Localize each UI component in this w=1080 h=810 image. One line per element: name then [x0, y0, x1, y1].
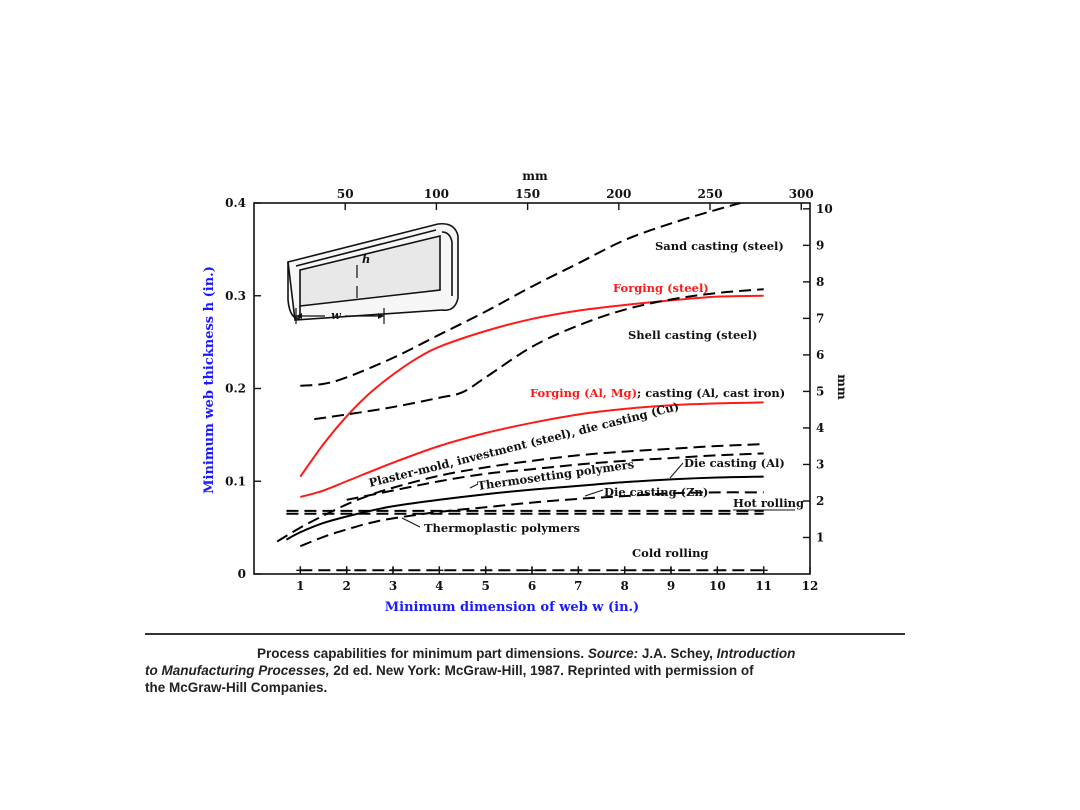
right-tick-label: 9 [816, 238, 824, 252]
top-tick-label: 200 [606, 187, 631, 201]
right-axis-unit: mm [835, 374, 849, 400]
caption-book-title-1: Introduction [716, 646, 796, 661]
cold-rolling-plus-marker [759, 566, 768, 575]
y-tick-label: 0.4 [225, 196, 246, 210]
series-line-forging-al-mg-casting-al-cast-iron [300, 401, 764, 498]
x-tick-label: 6 [528, 579, 536, 593]
x-tick-label: 1 [296, 579, 304, 593]
label-forging-steel: Forging (steel) [613, 281, 709, 295]
cold-rolling-plus-marker [713, 566, 722, 575]
right-tick-label: 6 [816, 348, 824, 362]
label-sand-casting: Sand casting (steel) [655, 239, 784, 253]
top-tick-label: 250 [698, 187, 723, 201]
caption-publication: 2d ed. New York: McGraw-Hill, 1987. Repr… [329, 663, 754, 678]
right-tick-label: 3 [816, 457, 824, 471]
label-die-casting-al: Die casting (Al) [684, 456, 785, 470]
plot-frame [253, 202, 811, 575]
cold-rolling-plus-marker [620, 566, 629, 575]
caption-book-title-2: to Manufacturing Processes, [145, 663, 330, 678]
label-cold-rolling: Cold rolling [632, 546, 708, 560]
x-tick-label: 3 [389, 579, 397, 593]
right-tick-label: 2 [816, 494, 824, 508]
y-axis-title: Minimum web thickness h (in.) [202, 266, 217, 494]
inset-h-label: h [362, 252, 370, 266]
inset-w-label: w [331, 308, 342, 322]
top-tick-label: 100 [424, 187, 449, 201]
series-line-thermosetting-polymers [346, 452, 764, 501]
label-forging-al-mg-red: Forging (Al, Mg) [530, 386, 637, 400]
label-forging-al-mg: Forging (Al, Mg); casting (Al, cast iron… [530, 386, 785, 400]
series-line-die-casting-al [285, 475, 764, 541]
right-tick-label: 7 [816, 311, 824, 325]
figure-caption: Process capabilities for minimum part di… [145, 645, 910, 696]
caption-line-1: Process capabilities for minimum part di… [145, 645, 910, 662]
series-line-shell-casting-steel [314, 288, 764, 421]
x-tick-label: 4 [435, 579, 443, 593]
x-tick-label: 5 [481, 579, 489, 593]
caption-line-3: the McGraw-Hill Companies. [145, 680, 328, 695]
y-tick-label: 0 [238, 567, 246, 581]
cold-rolling-plus-marker [528, 566, 536, 575]
label-casting-al-cast-iron: ; casting (Al, cast iron) [637, 386, 785, 400]
process-capability-chart: mm mm Minimum web thickness h (in.) Mini… [202, 169, 849, 615]
cold-rolling-plus-marker [667, 566, 675, 575]
right-tick-label: 10 [816, 202, 833, 216]
top-tick-label: 50 [337, 187, 354, 201]
top-tick-label: 300 [789, 187, 814, 201]
label-leader-lines [401, 462, 684, 528]
right-tick-label: 1 [816, 530, 824, 544]
caption-line-2: to Manufacturing Processes, 2d ed. New Y… [145, 663, 754, 678]
right-tick-label: 4 [816, 421, 824, 435]
series-line-sand-casting-steel [300, 202, 741, 387]
cold-rolling-plus-marker [389, 566, 397, 575]
caption-source-label: Source: [587, 646, 639, 661]
top-axis-unit: mm [522, 169, 548, 183]
right-tick-label: 8 [816, 275, 824, 289]
x-tick-label: 12 [802, 579, 819, 593]
x-tick-label: 2 [342, 579, 350, 593]
label-die-casting-zn: Die casting (Zn) [604, 485, 708, 499]
top-tick-label: 150 [515, 187, 540, 201]
x-tick-label: 10 [709, 579, 726, 593]
x-tick-label: 7 [574, 579, 582, 593]
cold-rolling-plus-marker [435, 566, 444, 575]
y-tick-label: 0.2 [225, 382, 246, 396]
right-tick-label: 5 [816, 384, 824, 398]
caption-divider [145, 633, 905, 635]
label-thermoplastic: Thermoplastic polymers [424, 521, 580, 535]
x-tick-label: 8 [620, 579, 628, 593]
label-hot-rolling: Hot rolling [733, 496, 804, 510]
label-shell-casting: Shell casting (steel) [628, 328, 757, 342]
y-tick-label: 0.1 [225, 474, 246, 488]
part-inset-illustration [287, 222, 459, 324]
cold-rolling-plus-marker [574, 566, 583, 575]
x-tick-label: 11 [755, 579, 772, 593]
series-line-die-casting-zn [299, 491, 764, 548]
series-line-forging-steel [299, 294, 764, 478]
caption-prefix: Process capabilities for minimum part di… [257, 646, 588, 661]
caption-author: J.A. Schey, [638, 646, 717, 661]
x-tick-label: 9 [667, 579, 675, 593]
cold-rolling-plus-marker [342, 566, 351, 575]
cold-rolling-plus-marker [481, 566, 490, 575]
y-tick-label: 0.3 [225, 289, 246, 303]
x-axis-title: Minimum dimension of web w (in.) [385, 600, 639, 615]
cold-rolling-plus-marker [296, 566, 305, 575]
